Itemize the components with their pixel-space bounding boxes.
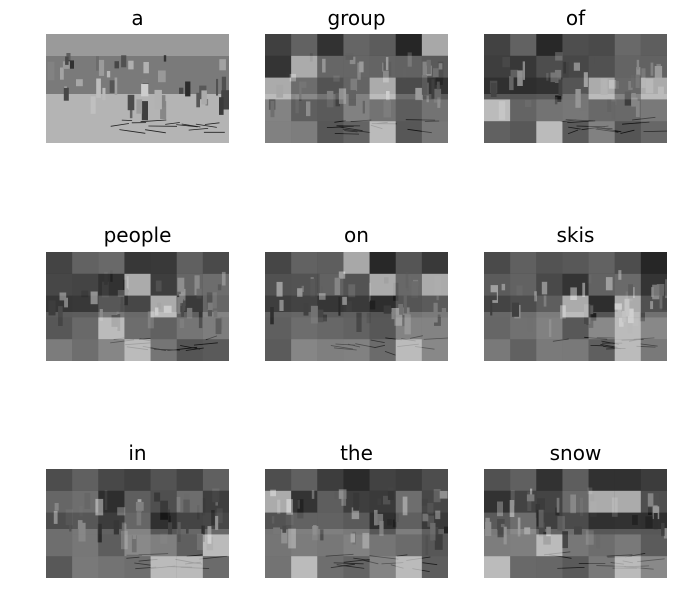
attention-map-image (265, 469, 448, 578)
panel-word-label: snow (549, 441, 602, 465)
panel-word-label: of (565, 6, 586, 30)
attention-map-image (484, 34, 667, 143)
attention-map-image (265, 34, 448, 143)
panel-word-label: people (103, 223, 172, 247)
panel-photo (265, 34, 448, 143)
attention-map-image (46, 252, 229, 361)
panel-photo (265, 469, 448, 578)
panel-word-label: the (340, 441, 373, 465)
panel-photo (484, 34, 667, 143)
panel-photo (46, 469, 229, 578)
panel-photo (484, 252, 667, 361)
panel-photo (265, 252, 448, 361)
panel-word-label: in (128, 441, 147, 465)
panel-photo (484, 469, 667, 578)
attention-map-image (46, 34, 229, 143)
panel-word-label: skis (556, 223, 595, 247)
panel-word-label: a (131, 6, 144, 30)
panel-word-label: group (327, 6, 386, 30)
panel-photo (46, 34, 229, 143)
attention-map-image (46, 469, 229, 578)
attention-map-image (484, 469, 667, 578)
attention-map-image (484, 252, 667, 361)
attention-map-image (265, 252, 448, 361)
panel-photo (46, 252, 229, 361)
panel-word-label: on (344, 223, 369, 247)
